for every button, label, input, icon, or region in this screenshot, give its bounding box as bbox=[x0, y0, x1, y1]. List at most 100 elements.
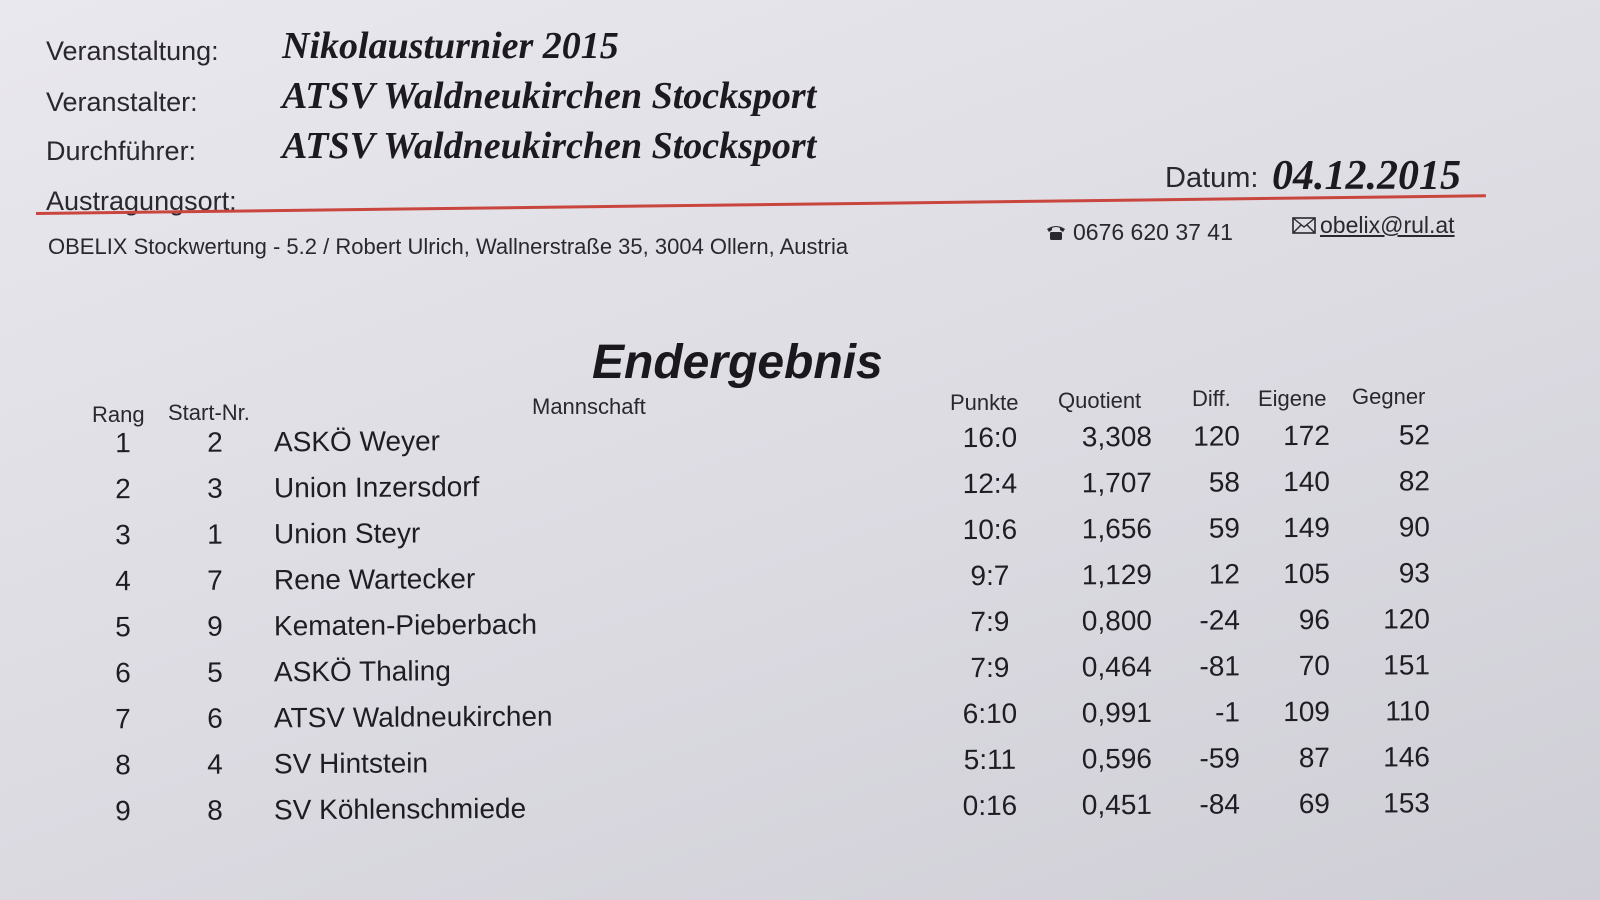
points-cell: 5:11 bbox=[963, 743, 1017, 776]
column-header-quotient: Quotient bbox=[1058, 388, 1142, 413]
opponent-score-cell: 110 bbox=[1385, 695, 1431, 727]
organizer-label: Veranstalter: bbox=[46, 87, 198, 117]
difference-cell: 120 bbox=[1193, 420, 1241, 452]
column-header-rang: Rang bbox=[92, 402, 145, 427]
difference-cell: -84 bbox=[1199, 788, 1241, 820]
start-number-cell: 5 bbox=[207, 656, 223, 688]
difference-cell: 59 bbox=[1208, 512, 1241, 544]
team-name-cell: Union Inzersdorf bbox=[273, 471, 480, 504]
table-row: 5 9 Kematen-Pieberbach 7:9 0,800 -24 96 120 bbox=[0, 602, 1600, 652]
table-row: 2 3 Union Inzersdorf 12:4 1,707 58 140 82 bbox=[0, 464, 1600, 514]
difference-cell: -1 bbox=[1214, 696, 1241, 728]
table-row: 4 7 Rene Wartecker 9:7 1,129 12 105 93 bbox=[0, 556, 1600, 606]
phone-number: 0676 620 37 41 bbox=[1073, 219, 1233, 245]
team-name-cell: ASKÖ Thaling bbox=[273, 655, 451, 688]
rank-cell: 2 bbox=[115, 473, 131, 505]
start-number-cell: 6 bbox=[207, 702, 223, 734]
difference-cell: 12 bbox=[1208, 558, 1241, 590]
column-header-gegner: Gegner bbox=[1352, 384, 1426, 409]
own-score-cell: 172 bbox=[1283, 419, 1331, 452]
column-header-start-nr: Start-Nr. bbox=[168, 400, 250, 425]
rank-cell: 5 bbox=[115, 611, 131, 643]
quotient-cell: 1,129 bbox=[1081, 558, 1153, 591]
team-name-cell: SV Köhlenschmiede bbox=[273, 792, 527, 826]
opponent-score-cell: 93 bbox=[1398, 557, 1431, 589]
email-contact: obelix@rul.at bbox=[1292, 212, 1455, 239]
quotient-cell: 1,656 bbox=[1081, 512, 1153, 545]
team-name-cell: Rene Wartecker bbox=[273, 563, 476, 596]
start-number-cell: 9 bbox=[207, 610, 223, 642]
team-name-cell: ASKÖ Weyer bbox=[273, 425, 441, 458]
points-cell: 9:7 bbox=[970, 559, 1010, 592]
quotient-cell: 0,991 bbox=[1081, 696, 1153, 729]
header-divider bbox=[35, 194, 1486, 215]
start-number-cell: 1 bbox=[207, 518, 223, 550]
table-row: 8 4 SV Hintstein 5:11 0,596 -59 87 146 bbox=[0, 740, 1600, 790]
start-number-cell: 7 bbox=[207, 564, 223, 596]
event-name: Nikolausturnier 2015 bbox=[282, 25, 619, 67]
date-value: 04.12.2015 bbox=[1272, 153, 1461, 199]
rank-cell: 4 bbox=[115, 565, 131, 597]
quotient-cell: 0,451 bbox=[1081, 788, 1153, 821]
own-score-cell: 87 bbox=[1298, 741, 1331, 774]
rank-cell: 1 bbox=[115, 427, 131, 459]
start-number-cell: 3 bbox=[207, 472, 223, 504]
rank-cell: 3 bbox=[115, 519, 131, 551]
points-cell: 7:9 bbox=[970, 651, 1010, 684]
start-number-cell: 2 bbox=[207, 426, 223, 458]
start-number-cell: 8 bbox=[207, 794, 223, 826]
difference-cell: 58 bbox=[1208, 466, 1241, 498]
table-row: 9 8 SV Köhlenschmiede 0:16 0,451 -84 69 153 bbox=[0, 786, 1600, 836]
team-name-cell: ATSV Waldneukirchen bbox=[273, 700, 553, 734]
table-row: 3 1 Union Steyr 10:6 1,656 59 149 90 bbox=[0, 510, 1600, 560]
quotient-cell: 3,308 bbox=[1081, 420, 1153, 453]
own-score-cell: 140 bbox=[1283, 465, 1331, 498]
column-header-diff: Diff. bbox=[1192, 386, 1231, 411]
executor-name: ATSV Waldneukirchen Stocksport bbox=[282, 125, 817, 167]
opponent-score-cell: 146 bbox=[1383, 741, 1431, 773]
table-row: 7 6 ATSV Waldneukirchen 6:10 0,991 -1 109 110 bbox=[0, 694, 1600, 744]
quotient-cell: 1,707 bbox=[1081, 466, 1153, 499]
results-title: Endergebnis bbox=[592, 336, 883, 389]
table-row: 1 2 ASKÖ Weyer 16:0 3,308 120 172 52 bbox=[0, 418, 1600, 468]
points-cell: 0:16 bbox=[962, 789, 1018, 822]
points-cell: 12:4 bbox=[962, 467, 1018, 500]
difference-cell: -59 bbox=[1199, 742, 1241, 774]
points-cell: 6:10 bbox=[962, 697, 1018, 730]
executor-label: Durchführer: bbox=[46, 136, 197, 166]
rank-cell: 7 bbox=[115, 703, 131, 735]
opponent-score-cell: 153 bbox=[1383, 787, 1431, 819]
envelope-icon bbox=[1292, 217, 1316, 234]
date-label: Datum: bbox=[1165, 162, 1259, 194]
opponent-score-cell: 82 bbox=[1398, 465, 1431, 497]
team-name-cell: Union Steyr bbox=[273, 517, 421, 550]
team-name-cell: SV Hintstein bbox=[273, 747, 429, 780]
software-credit: OBELIX Stockwertung - 5.2 / Robert Ulric… bbox=[48, 234, 849, 259]
quotient-cell: 0,464 bbox=[1081, 650, 1153, 683]
team-name-cell: Kematen-Pieberbach bbox=[273, 608, 538, 642]
difference-cell: -81 bbox=[1199, 650, 1241, 682]
opponent-score-cell: 151 bbox=[1383, 649, 1431, 681]
table-row: 6 5 ASKÖ Thaling 7:9 0,464 -81 70 151 bbox=[0, 648, 1600, 698]
organizer-name: ATSV Waldneukirchen Stocksport bbox=[282, 75, 817, 117]
points-cell: 16:0 bbox=[962, 421, 1018, 454]
column-header-team: Mannschaft bbox=[532, 394, 646, 419]
column-header-punkte: Punkte bbox=[950, 390, 1019, 415]
email-link[interactable]: obelix@rul.at bbox=[1320, 212, 1455, 238]
rank-cell: 6 bbox=[115, 657, 131, 689]
own-score-cell: 149 bbox=[1283, 511, 1331, 544]
event-label: Veranstaltung: bbox=[46, 36, 219, 66]
own-score-cell: 70 bbox=[1298, 649, 1331, 682]
column-header-eigene: Eigene bbox=[1258, 386, 1327, 411]
rank-cell: 8 bbox=[115, 749, 131, 781]
own-score-cell: 69 bbox=[1298, 787, 1331, 820]
start-number-cell: 4 bbox=[207, 748, 223, 780]
quotient-cell: 0,800 bbox=[1081, 604, 1153, 637]
own-score-cell: 96 bbox=[1298, 603, 1331, 636]
difference-cell: -24 bbox=[1199, 604, 1241, 636]
quotient-cell: 0,596 bbox=[1081, 742, 1153, 775]
points-cell: 10:6 bbox=[962, 513, 1018, 546]
phone-contact: 0676 620 37 41 bbox=[1045, 219, 1233, 246]
own-score-cell: 105 bbox=[1283, 557, 1331, 590]
opponent-score-cell: 90 bbox=[1398, 511, 1431, 543]
